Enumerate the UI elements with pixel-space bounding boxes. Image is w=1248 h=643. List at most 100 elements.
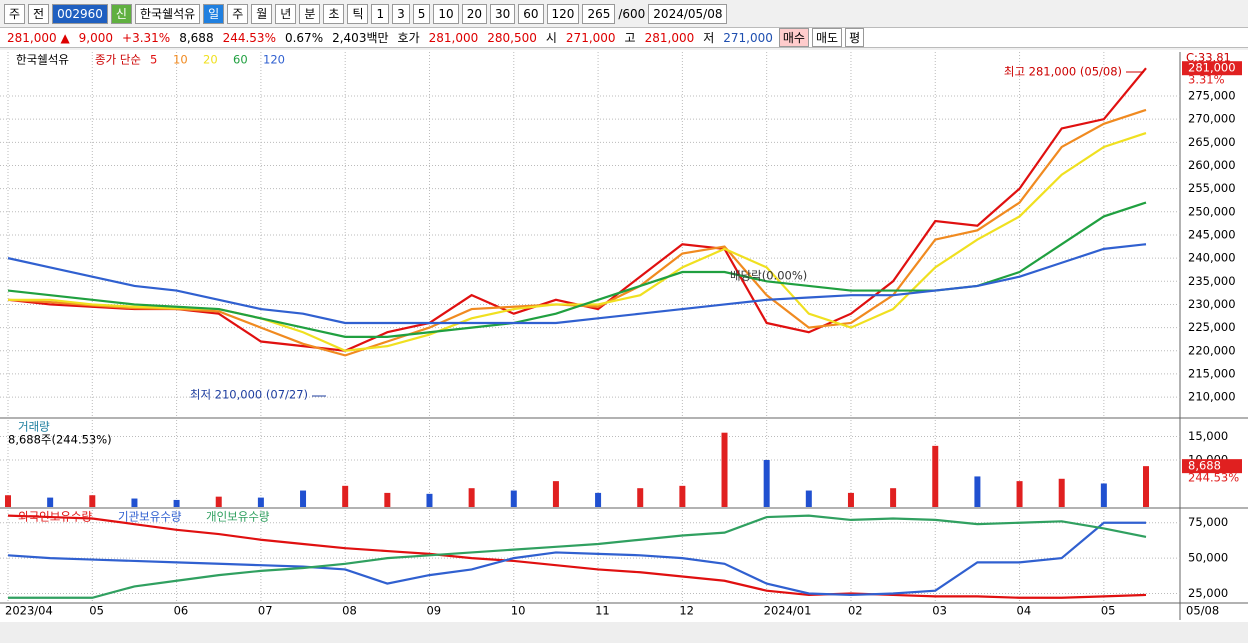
y-tick-label: 25,000 <box>1188 586 1228 600</box>
toolbar-button[interactable]: 20 <box>461 4 487 24</box>
y-tick-label: 50,000 <box>1188 551 1228 565</box>
legend-entry: 기관보유수량 <box>118 510 182 524</box>
quote-field: 271,000 <box>723 30 773 45</box>
y-tick-label: 220,000 <box>1188 343 1236 357</box>
trade-button[interactable]: 매수 <box>778 28 809 47</box>
volume-bar <box>89 495 96 507</box>
last-change: 3.31% <box>1188 73 1225 87</box>
toolbar-button[interactable]: 60 <box>518 4 544 24</box>
toolbar-button[interactable]: 265 <box>582 4 616 24</box>
volume-bar <box>426 493 433 507</box>
series-line <box>8 514 1147 599</box>
quote-field: 9,000 <box>78 30 114 45</box>
y-tick-label: 215,000 <box>1188 366 1236 380</box>
y-tick-label: 210,000 <box>1188 390 1236 404</box>
x-tick-label: 02 <box>848 604 863 618</box>
trade-button[interactable]: 매도 <box>811 28 843 47</box>
y-tick-label: 270,000 <box>1188 112 1236 126</box>
volume-bar <box>342 485 349 507</box>
toolbar-button[interactable]: 년 <box>275 4 297 24</box>
x-tick-label: 04 <box>1017 604 1032 618</box>
quote-field: 0.67% <box>284 30 324 45</box>
volume-bar <box>847 492 854 507</box>
toolbar-button[interactable]: 신 <box>110 4 132 24</box>
legend-entry: 20 <box>203 53 218 67</box>
y-tick-label: 15,000 <box>1188 429 1228 443</box>
volume-bar <box>890 488 897 507</box>
volume-bar <box>552 481 559 507</box>
quote-field: 280,500 <box>487 30 537 45</box>
x-tick-label: 08 <box>342 604 357 618</box>
toolbar-button[interactable]: 주 <box>4 4 26 24</box>
toolbar-button[interactable]: 30 <box>489 4 516 24</box>
quote-field: 2,403백만 <box>332 31 389 45</box>
x-tick-label: 03 <box>932 604 947 618</box>
y-tick-label: 230,000 <box>1188 297 1236 311</box>
volume-bar <box>131 498 138 507</box>
y-tick-label: 75,000 <box>1188 515 1228 529</box>
volume-bar <box>932 445 939 507</box>
legend-entry: 5 <box>150 53 157 67</box>
series-line <box>7 243 1147 325</box>
x-tick-label: 07 <box>258 604 273 618</box>
y-tick-label: 225,000 <box>1188 320 1236 334</box>
volume-bar <box>763 459 770 507</box>
x-tick-label: 05 <box>89 604 104 618</box>
toolbar-button[interactable]: 월 <box>251 4 273 24</box>
x-tick-label: 11 <box>595 604 610 618</box>
volume-bar <box>637 488 644 507</box>
quote-field: 271,000 <box>565 30 616 45</box>
volume-bar <box>468 488 475 507</box>
trade-button[interactable]: 평 <box>845 28 865 47</box>
quote-field: 시 <box>545 31 557 45</box>
toolbar-button[interactable]: 초 <box>323 4 345 24</box>
toolbar-button[interactable]: 일 <box>203 4 225 24</box>
chart: 2023/04 05 06 07 08 09 10 11 12 2024/01 02 03 04 05 05… <box>0 50 1248 643</box>
toolbar-button[interactable]: 분 <box>299 4 321 24</box>
legend-entry: 60 <box>233 53 248 67</box>
last-value-label: 8,688 <box>1188 459 1221 473</box>
series-line <box>7 521 1146 597</box>
y-tick-label: 255,000 <box>1188 181 1236 195</box>
volume-bar <box>5 495 11 507</box>
volume-bar <box>1058 478 1065 507</box>
quote-bar: 281,000 ▲ 9,000 +3.31% 8,688 244.53% 0.67% 2,4… <box>0 27 1248 48</box>
legend-entry: 120 <box>263 53 285 67</box>
volume-bar <box>1143 466 1149 507</box>
toolbar-button[interactable]: 전 <box>28 4 50 24</box>
quote-field: +3.31% <box>122 30 171 45</box>
annotation: 최고 281,000 (05/08) <box>1004 65 1122 79</box>
toolbar-button[interactable]: 틱 <box>347 4 369 24</box>
y-tick-label: 250,000 <box>1188 204 1236 218</box>
last-value-box <box>1182 61 1242 76</box>
toolbar-button[interactable]: 002960 <box>52 4 108 24</box>
toolbar-button[interactable]: 1 <box>371 4 390 24</box>
quote-field: 8,688 <box>179 30 214 45</box>
toolbar-button[interactable]: 2024/05/08 <box>648 4 728 24</box>
y-tick-label: 265,000 <box>1188 135 1236 149</box>
volume-bar <box>721 432 728 507</box>
toolbar-button[interactable]: 120 <box>546 4 580 24</box>
volume-bar <box>805 490 812 507</box>
toolbar-button[interactable]: 5 <box>412 4 431 24</box>
chart-title: 한국쉘석유 <box>16 53 69 67</box>
panel-subtitle: 8,688주(244.53%) <box>8 433 112 447</box>
corner-label: C:33.81 <box>1186 51 1231 65</box>
toolbar-button[interactable]: 주 <box>227 4 249 24</box>
indicator-label: 종가 단순 <box>95 53 141 67</box>
quote-field: 281,000 ▲ <box>7 30 70 45</box>
quote-field: 호가 <box>397 31 420 45</box>
volume-bar <box>595 492 602 507</box>
volume-bar <box>257 497 264 507</box>
toolbar-button[interactable]: 3 <box>392 4 410 24</box>
scrollbar[interactable] <box>0 622 1248 643</box>
toolbar-button[interactable]: 한국쉘석유 <box>134 4 201 24</box>
quote-field: 281,000 <box>428 30 479 45</box>
volume-bar <box>173 499 180 507</box>
x-tick-label: 06 <box>174 604 189 618</box>
panel-title: 거래량 <box>18 420 50 434</box>
toolbar-button[interactable]: 10 <box>433 4 459 24</box>
background <box>0 50 1248 643</box>
x-tick-label: 2024/01 <box>764 604 812 618</box>
